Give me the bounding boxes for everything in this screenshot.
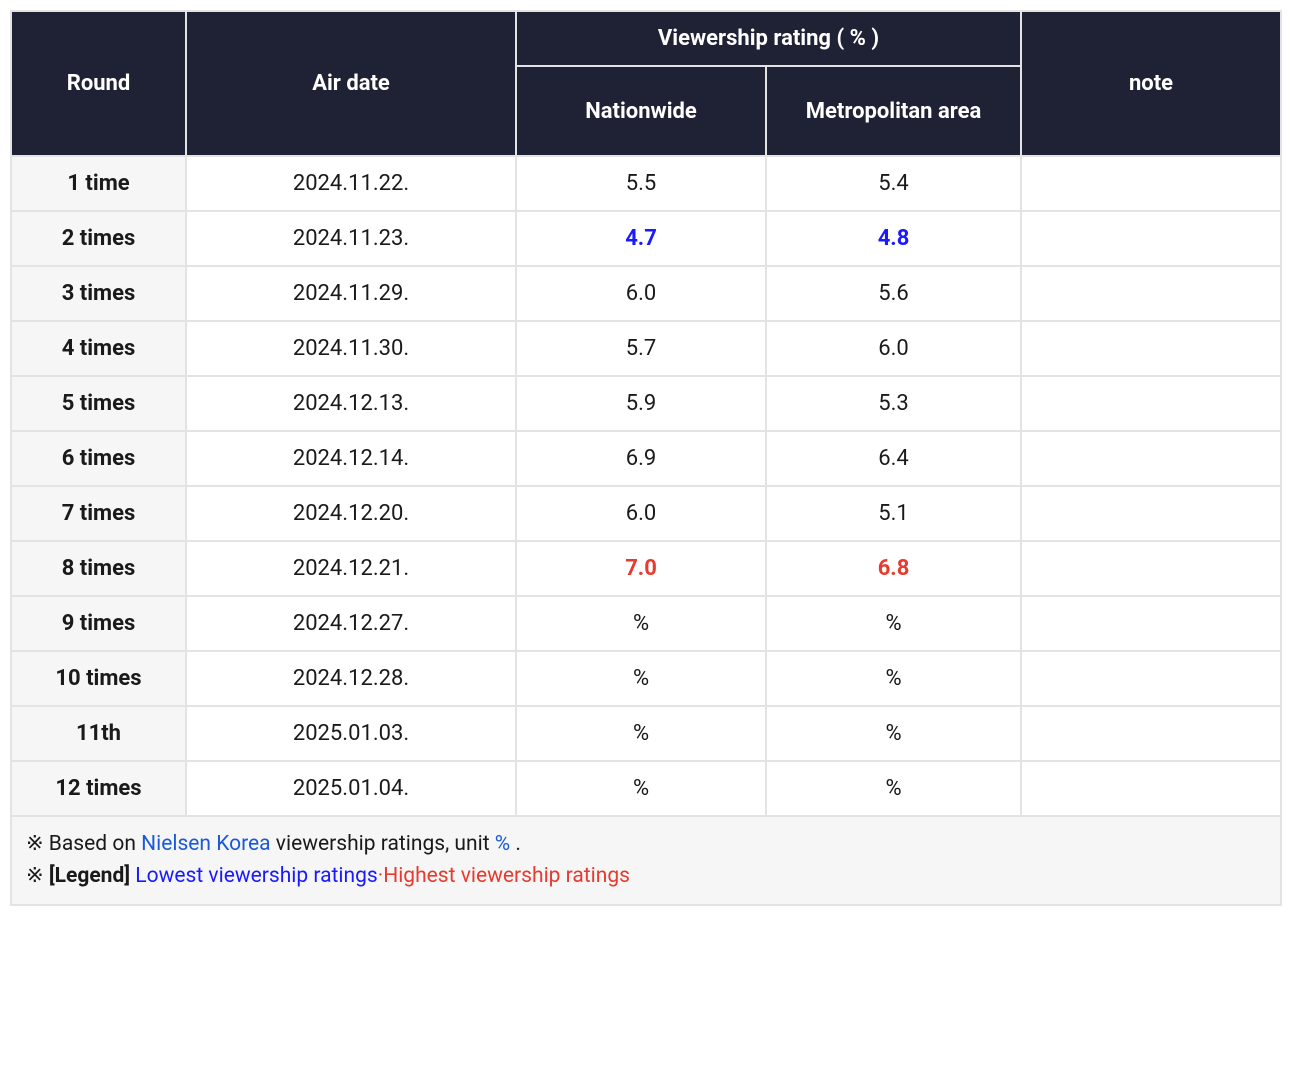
footer-notes: ※ Based on Nielsen Korea viewership rati… bbox=[11, 816, 1281, 905]
airdate-cell: 2024.12.13. bbox=[186, 376, 516, 431]
footer-line-2: ※ [Legend] Lowest viewership ratings·Hig… bbox=[26, 861, 1266, 893]
metro-cell: 6.0 bbox=[766, 321, 1021, 376]
note-cell bbox=[1021, 376, 1281, 431]
header-viewership-group: Viewership rating ( % ) bbox=[516, 11, 1021, 66]
note-cell bbox=[1021, 266, 1281, 321]
round-cell: 11th bbox=[11, 706, 186, 761]
airdate-cell: 2024.12.20. bbox=[186, 486, 516, 541]
note-cell bbox=[1021, 541, 1281, 596]
metro-cell: % bbox=[766, 761, 1021, 816]
nationwide-cell: 5.7 bbox=[516, 321, 766, 376]
table-row: 12 times2025.01.04.%% bbox=[11, 761, 1281, 816]
footer-text: ※ bbox=[26, 864, 49, 888]
round-cell: 2 times bbox=[11, 211, 186, 266]
metro-cell: % bbox=[766, 651, 1021, 706]
note-cell bbox=[1021, 486, 1281, 541]
nationwide-cell: 6.0 bbox=[516, 266, 766, 321]
metro-cell: 6.4 bbox=[766, 431, 1021, 486]
round-cell: 6 times bbox=[11, 431, 186, 486]
airdate-cell: 2024.11.23. bbox=[186, 211, 516, 266]
metro-cell: 4.8 bbox=[766, 211, 1021, 266]
airdate-cell: 2025.01.04. bbox=[186, 761, 516, 816]
note-cell bbox=[1021, 431, 1281, 486]
legend-lowest-label: Lowest viewership ratings bbox=[135, 864, 377, 888]
table-row: 6 times2024.12.14.6.96.4 bbox=[11, 431, 1281, 486]
header-airdate: Air date bbox=[186, 11, 516, 156]
metro-cell: 5.3 bbox=[766, 376, 1021, 431]
round-cell: 8 times bbox=[11, 541, 186, 596]
note-cell bbox=[1021, 761, 1281, 816]
table-row: 5 times2024.12.13.5.95.3 bbox=[11, 376, 1281, 431]
footer-text: . bbox=[510, 832, 521, 856]
airdate-cell: 2024.11.22. bbox=[186, 156, 516, 211]
footer-line-1: ※ Based on Nielsen Korea viewership rati… bbox=[26, 829, 1266, 861]
header-metro: Metropolitan area bbox=[766, 66, 1021, 156]
nationwide-cell: 5.9 bbox=[516, 376, 766, 431]
table-row: 4 times2024.11.30.5.76.0 bbox=[11, 321, 1281, 376]
note-cell bbox=[1021, 156, 1281, 211]
legend-highest-label: Highest viewership ratings bbox=[383, 864, 630, 888]
airdate-cell: 2024.12.21. bbox=[186, 541, 516, 596]
viewership-table: Round Air date Viewership rating ( % ) n… bbox=[10, 10, 1282, 906]
header-nationwide: Nationwide bbox=[516, 66, 766, 156]
nationwide-cell: % bbox=[516, 761, 766, 816]
unit-link[interactable]: % bbox=[495, 832, 510, 856]
header-note: note bbox=[1021, 11, 1281, 156]
round-cell: 5 times bbox=[11, 376, 186, 431]
footer-text: viewership ratings, unit bbox=[271, 832, 495, 856]
round-cell: 7 times bbox=[11, 486, 186, 541]
nationwide-cell: 7.0 bbox=[516, 541, 766, 596]
footer-text: ※ Based on bbox=[26, 832, 141, 856]
airdate-cell: 2025.01.03. bbox=[186, 706, 516, 761]
metro-cell: 5.1 bbox=[766, 486, 1021, 541]
airdate-cell: 2024.12.14. bbox=[186, 431, 516, 486]
metro-cell: 5.6 bbox=[766, 266, 1021, 321]
table-row: 1 time2024.11.22.5.55.4 bbox=[11, 156, 1281, 211]
table-row: 3 times2024.11.29.6.05.6 bbox=[11, 266, 1281, 321]
note-cell bbox=[1021, 321, 1281, 376]
metro-cell: % bbox=[766, 596, 1021, 651]
table-row: 9 times2024.12.27.%% bbox=[11, 596, 1281, 651]
round-cell: 9 times bbox=[11, 596, 186, 651]
table-row: 2 times2024.11.23.4.74.8 bbox=[11, 211, 1281, 266]
nationwide-cell: % bbox=[516, 706, 766, 761]
table-row: 11th2025.01.03.%% bbox=[11, 706, 1281, 761]
table-row: 10 times2024.12.28.%% bbox=[11, 651, 1281, 706]
round-cell: 3 times bbox=[11, 266, 186, 321]
header-round: Round bbox=[11, 11, 186, 156]
legend-label: [Legend] bbox=[49, 864, 130, 888]
nielsen-link[interactable]: Nielsen Korea bbox=[141, 832, 270, 856]
note-cell bbox=[1021, 651, 1281, 706]
nationwide-cell: 6.0 bbox=[516, 486, 766, 541]
nationwide-cell: 4.7 bbox=[516, 211, 766, 266]
airdate-cell: 2024.12.27. bbox=[186, 596, 516, 651]
metro-cell: 6.8 bbox=[766, 541, 1021, 596]
metro-cell: 5.4 bbox=[766, 156, 1021, 211]
airdate-cell: 2024.11.30. bbox=[186, 321, 516, 376]
airdate-cell: 2024.11.29. bbox=[186, 266, 516, 321]
note-cell bbox=[1021, 706, 1281, 761]
nationwide-cell: % bbox=[516, 651, 766, 706]
nationwide-cell: 5.5 bbox=[516, 156, 766, 211]
round-cell: 4 times bbox=[11, 321, 186, 376]
note-cell bbox=[1021, 211, 1281, 266]
nationwide-cell: 6.9 bbox=[516, 431, 766, 486]
table-row: 7 times2024.12.20.6.05.1 bbox=[11, 486, 1281, 541]
round-cell: 12 times bbox=[11, 761, 186, 816]
table-row: 8 times2024.12.21.7.06.8 bbox=[11, 541, 1281, 596]
airdate-cell: 2024.12.28. bbox=[186, 651, 516, 706]
round-cell: 10 times bbox=[11, 651, 186, 706]
note-cell bbox=[1021, 596, 1281, 651]
metro-cell: % bbox=[766, 706, 1021, 761]
nationwide-cell: % bbox=[516, 596, 766, 651]
round-cell: 1 time bbox=[11, 156, 186, 211]
